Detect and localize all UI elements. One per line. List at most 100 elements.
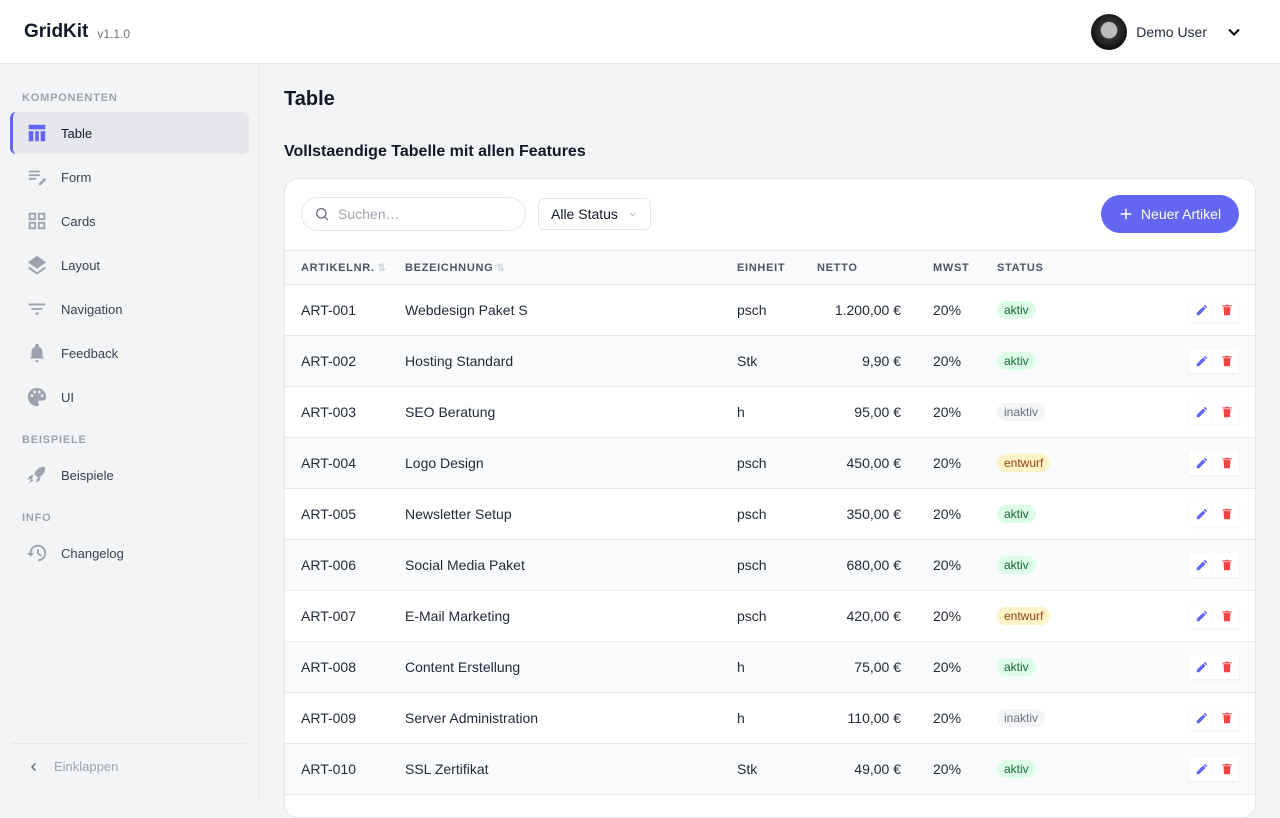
new-article-button[interactable]: Neuer Artikel — [1101, 195, 1239, 233]
edit-button[interactable] — [1189, 553, 1214, 577]
user-name: Demo User — [1136, 24, 1207, 40]
cell-bezeichnung: SEO Beratung — [405, 386, 737, 438]
cell-artikelnr: ART-010 — [285, 743, 405, 795]
pencil-icon — [1196, 610, 1207, 622]
table-row[interactable]: ART-008 Content Erstellung h 75,00 € 20%… — [285, 641, 1255, 693]
cell-mwst: 20% — [917, 539, 997, 591]
app-logo[interactable]: GridKit — [24, 20, 89, 42]
cell-bezeichnung: Content Erstellung — [405, 641, 737, 693]
delete-button[interactable] — [1214, 757, 1239, 781]
table-row[interactable]: ART-007 E-Mail Marketing psch 420,00 € 2… — [285, 590, 1255, 642]
sidebar-item-navigation[interactable]: Navigation — [10, 288, 249, 330]
trash-icon — [1221, 508, 1232, 520]
sidebar-section-title: BEISPIELE — [22, 434, 87, 446]
cell-einheit: h — [737, 692, 817, 744]
trash-icon — [1221, 763, 1232, 775]
status-badge: aktiv — [997, 760, 1036, 778]
delete-button[interactable] — [1214, 706, 1239, 730]
pencil-icon — [1196, 406, 1207, 418]
cell-netto: 75,00 € — [817, 641, 917, 693]
cell-bezeichnung: E-Mail Marketing — [405, 590, 737, 642]
cell-mwst: 20% — [917, 437, 997, 489]
edit-button[interactable] — [1189, 757, 1214, 781]
edit-button[interactable] — [1189, 298, 1214, 322]
avatar — [1091, 14, 1128, 50]
search-icon — [316, 208, 329, 221]
delete-button[interactable] — [1214, 553, 1239, 577]
edit-button[interactable] — [1189, 502, 1214, 526]
rocket-icon — [27, 466, 46, 484]
table-row[interactable]: ART-005 Newsletter Setup psch 350,00 € 2… — [285, 488, 1255, 540]
sidebar-item-label: Feedback — [61, 345, 119, 361]
section-title: Vollstaendige Tabelle mit allen Features — [284, 143, 586, 160]
table-row[interactable]: ART-010 SSL Zertifikat Stk 49,00 € 20% a… — [285, 743, 1255, 795]
cell-einheit: Stk — [737, 335, 817, 387]
sidebar-item-label: Changelog — [61, 545, 124, 561]
cell-netto: 9,90 € — [817, 335, 917, 387]
sort-icon[interactable]: ⇅ — [377, 262, 387, 274]
palette-icon — [27, 387, 47, 407]
cell-einheit: Stk — [737, 743, 817, 795]
search-input[interactable]: Suchen… — [301, 197, 526, 231]
sidebar-item-beispiele[interactable]: Beispiele — [10, 454, 249, 496]
table-row[interactable]: ART-003 SEO Beratung h 95,00 € 20% inakt… — [285, 386, 1255, 438]
table-row[interactable]: ART-002 Hosting Standard Stk 9,90 € 20% … — [285, 335, 1255, 387]
table-row[interactable]: ART-006 Social Media Paket psch 680,00 €… — [285, 539, 1255, 591]
col-header-status: STATUS — [997, 250, 1127, 285]
trash-icon — [1221, 661, 1232, 673]
sidebar-item-form[interactable]: Form — [10, 156, 249, 198]
table-row[interactable]: ART-009 Server Administration h 110,00 €… — [285, 692, 1255, 744]
cell-einheit: psch — [737, 437, 817, 489]
delete-button[interactable] — [1214, 502, 1239, 526]
delete-button[interactable] — [1214, 655, 1239, 679]
sidebar-item-changelog[interactable]: Changelog — [10, 532, 249, 574]
col-header-actions — [1127, 250, 1255, 285]
edit-button[interactable] — [1189, 655, 1214, 679]
user-menu[interactable]: Demo User — [1091, 14, 1244, 50]
sidebar-item-layout[interactable]: Layout — [10, 244, 249, 286]
pencil-icon — [1196, 559, 1207, 571]
cell-netto: 450,00 € — [817, 437, 917, 489]
col-header-artikelnr[interactable]: ARTIKELNR. ⇅ — [285, 250, 405, 285]
cell-mwst: 20% — [917, 335, 997, 387]
delete-button[interactable] — [1214, 298, 1239, 322]
status-filter-select[interactable]: Alle Status — [538, 198, 651, 230]
status-badge: aktiv — [997, 556, 1036, 574]
sort-icon[interactable]: ⇅ — [496, 262, 506, 274]
sidebar-item-label: Layout — [61, 257, 101, 273]
cell-bezeichnung: Webdesign Paket S — [405, 284, 737, 336]
sidebar-item-table[interactable]: Table — [10, 112, 249, 154]
articles-table: ARTIKELNR. ⇅ BEZEICHNUNG ⇅ EINHEIT NETTO M… — [285, 250, 1255, 795]
filter-icon — [28, 303, 46, 315]
cell-mwst: 20% — [917, 284, 997, 336]
status-badge: inaktiv — [997, 403, 1046, 421]
sidebar: KOMPONENTEN Table Form Cards Layout Navigatio… — [0, 64, 260, 800]
chevron-left-icon — [30, 762, 37, 771]
collapse-sidebar-button[interactable]: Einklappen — [12, 743, 246, 774]
page-title: Table — [284, 88, 335, 110]
col-header-bezeichnung[interactable]: BEZEICHNUNG ⇅ — [405, 250, 737, 285]
edit-button[interactable] — [1189, 451, 1214, 475]
cell-einheit: psch — [737, 284, 817, 336]
table-row[interactable]: ART-004 Logo Design psch 450,00 € 20% en… — [285, 437, 1255, 489]
grid-icon — [28, 212, 46, 230]
delete-button[interactable] — [1214, 604, 1239, 628]
sidebar-item-label: Form — [61, 169, 92, 185]
cell-bezeichnung: Hosting Standard — [405, 335, 737, 387]
edit-button[interactable] — [1189, 604, 1214, 628]
cell-artikelnr: ART-003 — [285, 386, 405, 438]
delete-button[interactable] — [1214, 349, 1239, 373]
sidebar-item-cards[interactable]: Cards — [10, 200, 249, 242]
edit-button[interactable] — [1189, 400, 1214, 424]
delete-button[interactable] — [1214, 400, 1239, 424]
table-row[interactable]: ART-001 Webdesign Paket S psch 1.200,00 … — [285, 284, 1255, 336]
edit-button[interactable] — [1189, 349, 1214, 373]
plus-icon — [1120, 208, 1132, 220]
sidebar-item-feedback[interactable]: Feedback — [10, 332, 249, 374]
edit-button[interactable] — [1189, 706, 1214, 730]
top-bar: GridKit v1.1.0 Demo User — [0, 0, 1280, 64]
trash-icon — [1221, 355, 1232, 367]
cell-netto: 49,00 € — [817, 743, 917, 795]
delete-button[interactable] — [1214, 451, 1239, 475]
sidebar-item-ui[interactable]: UI — [10, 376, 249, 418]
